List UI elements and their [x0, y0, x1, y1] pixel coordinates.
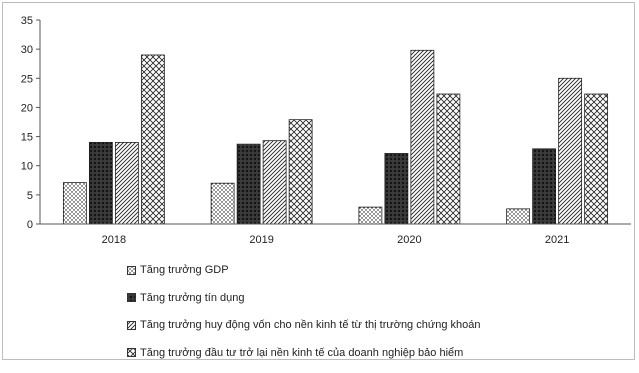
- y-tick-label: 25: [21, 73, 33, 85]
- bar-2019-series-3: [262, 140, 287, 225]
- legend-swatch: [127, 348, 136, 357]
- x-tick-label: 2018: [102, 234, 126, 246]
- bar-2018-series-3: [114, 141, 139, 225]
- legend-item: Tăng trưởng đầu tư trở lại nền kinh tế c…: [127, 346, 480, 360]
- bar-2018-series-4: [140, 54, 165, 225]
- bar-2021-series-2: [532, 148, 557, 225]
- bar-2021-series-3: [558, 77, 583, 225]
- y-tick-label: 30: [21, 44, 33, 56]
- legend-item: Tăng trưởng tín dụng: [127, 291, 480, 305]
- bar-2020-series-1: [358, 206, 383, 225]
- bar-2018-series-2: [88, 141, 113, 225]
- x-axis: 2018 2019 2020 2021: [40, 223, 631, 246]
- y-tick-label: 10: [21, 161, 33, 173]
- bar-2019-series-1: [210, 182, 235, 225]
- bar-chart: 0 5 10 15 20 25 30 35 2018 2019 2020 2021: [21, 15, 631, 246]
- chart-frame: 0 5 10 15 20 25 30 35 2018 2019 2020 2021 Tăng trư…: [2, 2, 635, 360]
- bar-2019-series-2: [236, 143, 261, 225]
- y-axis: 0 5 10 15 20 25 30 35: [21, 15, 41, 231]
- legend-label: Tăng trưởng GDP: [140, 264, 229, 276]
- bar-2018-series-1: [62, 182, 87, 225]
- y-tick-label: 20: [21, 102, 33, 114]
- legend-label: Tăng trưởng đầu tư trở lại nền kinh tế c…: [140, 346, 464, 359]
- y-tick-label: 35: [21, 15, 33, 27]
- bar-2021-series-4: [584, 93, 609, 225]
- legend-swatch: [127, 293, 136, 302]
- legend-item: Tăng trưởng GDP: [127, 263, 480, 277]
- legend: Tăng trưởng GDP Tăng trưởng tín dụng Tăng …: [127, 263, 480, 373]
- y-tick-label: 0: [27, 219, 33, 231]
- legend-label: Tăng trưởng huy động vốn cho nền kinh tế…: [140, 319, 481, 331]
- bar-2020-series-4: [436, 93, 461, 225]
- legend-swatch: [127, 265, 136, 275]
- y-tick-label: 5: [27, 190, 33, 202]
- bars: [62, 49, 609, 225]
- bar-2020-series-2: [384, 153, 409, 225]
- bar-2020-series-3: [410, 49, 435, 225]
- legend-label: Tăng trưởng tín dụng: [140, 291, 245, 304]
- x-tick-label: 2019: [249, 234, 273, 246]
- legend-item: Tăng trưởng huy động vốn cho nền kinh tế…: [127, 318, 480, 332]
- bar-2019-series-4: [288, 119, 313, 225]
- x-tick-label: 2020: [397, 234, 421, 246]
- y-tick-label: 15: [21, 132, 33, 144]
- x-tick-label: 2021: [545, 234, 569, 246]
- bar-2021-series-1: [506, 208, 531, 225]
- legend-swatch: [127, 320, 136, 330]
